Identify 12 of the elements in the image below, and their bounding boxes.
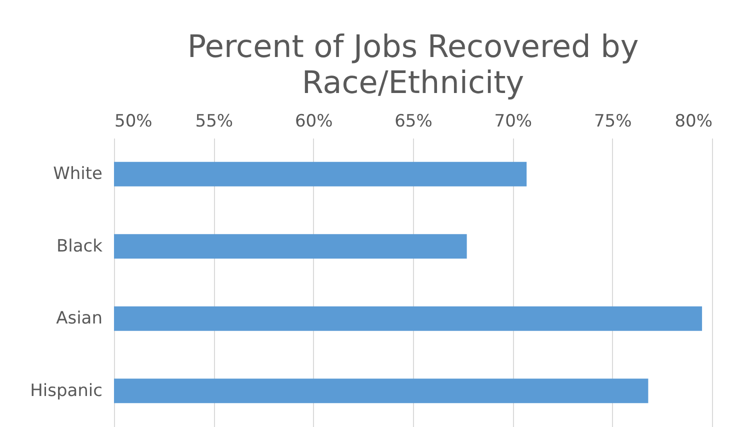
- y-tick-label: Asian: [56, 308, 102, 329]
- x-tick-label: 65%: [394, 112, 432, 132]
- chart-title: Percent of Jobs Recovered by Race/Ethnicity: [187, 29, 639, 101]
- y-tick-label: Black: [56, 236, 103, 256]
- x-tick-label: 80%: [674, 112, 712, 132]
- y-tick-label: White: [53, 164, 102, 184]
- x-tick-label: 50%: [114, 112, 152, 132]
- x-tick-label: 60%: [294, 112, 333, 132]
- x-tick-label: 75%: [594, 112, 632, 132]
- y-tick-label: Hispanic: [30, 380, 102, 401]
- x-tick-label: 70%: [494, 112, 532, 132]
- x-tick-label: 55%: [195, 112, 234, 132]
